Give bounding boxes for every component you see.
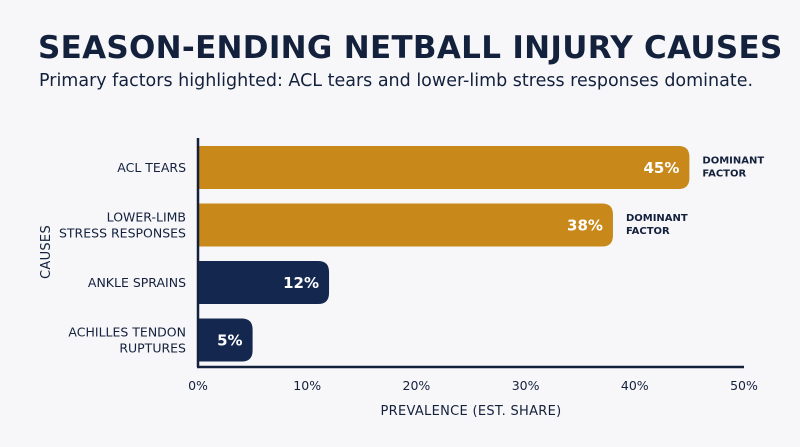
bar	[198, 146, 690, 189]
chart-subtitle: Primary factors highlighted: ACL tears a…	[39, 71, 754, 91]
annotation-label: DOMINANT	[626, 213, 688, 224]
x-tick-label: 50%	[730, 378, 758, 393]
annotation-label: FACTOR	[702, 169, 746, 180]
category-label: STRESS RESPONSES	[59, 226, 186, 241]
category-label: ANKLE SPRAINS	[88, 275, 186, 290]
chart-title: SEASON-ENDING NETBALL INJURY CAUSES	[38, 30, 783, 66]
bar-value-label: 12%	[283, 274, 319, 292]
annotation-label: FACTOR	[626, 226, 670, 237]
bar-value-label: 38%	[567, 217, 603, 235]
category-label: ACL TEARS	[117, 160, 186, 175]
bar	[198, 261, 330, 304]
category-label: RUPTURES	[119, 341, 186, 356]
y-axis-title: CAUSES	[39, 225, 54, 279]
x-axis-title: PREVALENCE (EST. SHARE)	[381, 404, 562, 419]
x-tick-label: 0%	[188, 378, 208, 393]
annotation-label: DOMINANT	[702, 156, 764, 167]
category-label: ACHILLES TENDON	[68, 325, 186, 340]
x-tick-label: 40%	[621, 378, 649, 393]
x-tick-label: 20%	[403, 378, 431, 393]
category-label: LOWER-LIMB	[107, 210, 186, 225]
bar-value-label: 45%	[643, 159, 679, 177]
bar-value-label: 5%	[217, 332, 242, 350]
bar	[198, 203, 613, 247]
bar	[198, 318, 253, 362]
x-tick-label: 10%	[293, 378, 321, 393]
x-tick-label: 30%	[512, 378, 540, 393]
